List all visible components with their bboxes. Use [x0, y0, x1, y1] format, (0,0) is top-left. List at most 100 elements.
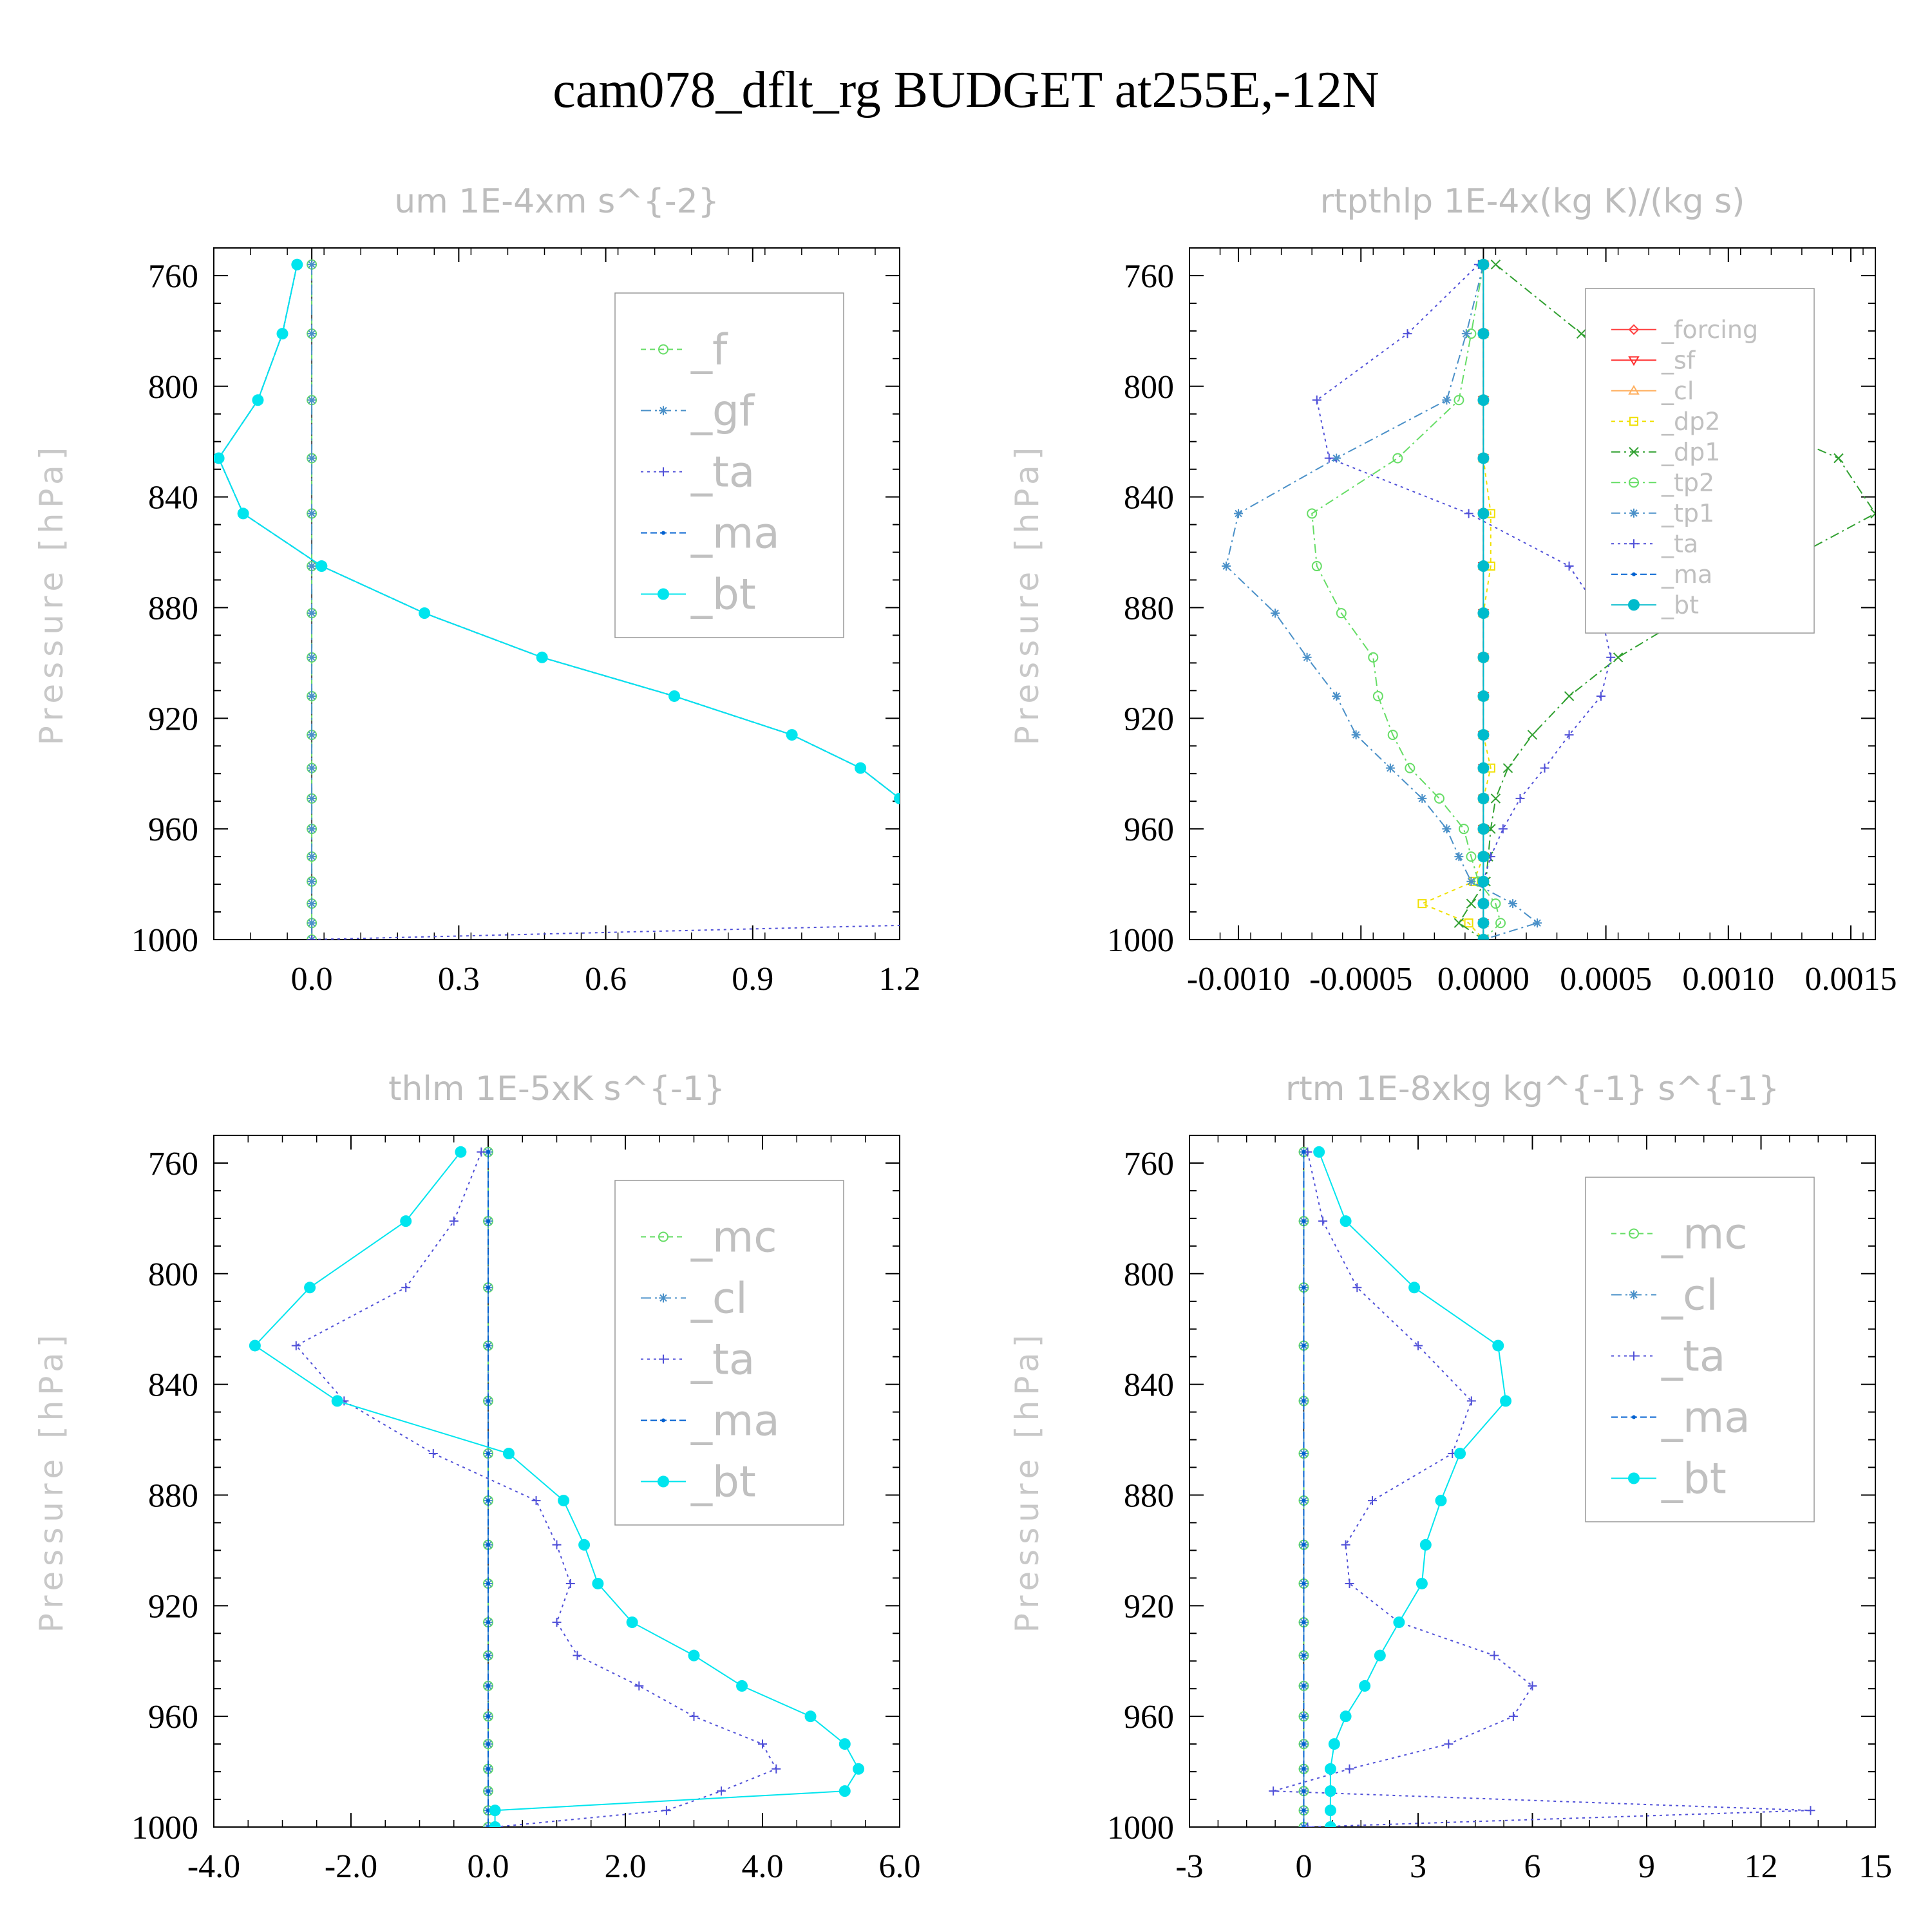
legend-marker: [1629, 1228, 1639, 1239]
data-point: [1502, 762, 1513, 773]
y-tick-label: 800: [148, 369, 198, 406]
x-tick-label: 6: [1524, 1848, 1541, 1885]
data-point: [1234, 509, 1244, 518]
data-point: [307, 329, 317, 339]
data-point: [1533, 918, 1542, 928]
data-point: [626, 1616, 638, 1629]
legend-box: [1585, 1177, 1815, 1522]
series-group: [249, 1146, 865, 1827]
data-point: [477, 1147, 486, 1157]
series-line-tp2: [1311, 264, 1502, 940]
data-point: [1435, 1495, 1447, 1507]
x-tick-label: 6.0: [879, 1848, 921, 1885]
data-point: [1302, 1150, 1306, 1154]
data-point: [486, 1808, 490, 1813]
data-point: [634, 1681, 644, 1690]
panel-rtpthlp: 760 800 840 880 920 960 1000 -0.0010 -0.0005 0.00…: [1009, 182, 1897, 998]
data-point: [1477, 607, 1490, 620]
y-tick-label: 1000: [1107, 922, 1174, 959]
data-point: [1324, 1821, 1336, 1827]
data-point: [486, 1285, 490, 1290]
series-line-ta: [1316, 264, 1612, 940]
y-tick-label: 760: [148, 1146, 198, 1182]
x-tick-label: 0.0005: [1560, 961, 1652, 998]
data-point: [1466, 898, 1477, 909]
data-point: [252, 394, 264, 406]
data-point: [486, 1542, 490, 1547]
data-point: [1477, 898, 1490, 910]
data-point: [1387, 730, 1398, 741]
data-point: [307, 509, 317, 518]
data-point: [307, 899, 317, 909]
legend-marker: [661, 531, 665, 535]
legend-marker: [1629, 1351, 1638, 1361]
data-point: [307, 824, 317, 834]
data-point: [307, 609, 317, 618]
y-tick-label: 960: [148, 1699, 198, 1736]
data-point: [971, 880, 975, 884]
data-point: [1302, 1452, 1306, 1456]
data-point: [1302, 1499, 1306, 1503]
data-point: [249, 1340, 261, 1352]
data-point: [772, 1764, 781, 1774]
data-point: [1302, 1542, 1306, 1547]
data-point: [1302, 1219, 1306, 1224]
data-point: [1405, 762, 1416, 773]
y-tick-label: 1000: [1107, 1810, 1174, 1846]
data-point: [804, 1710, 817, 1723]
data-point: [552, 1618, 562, 1627]
legend-marker: [661, 1418, 665, 1423]
data-point: [996, 938, 999, 942]
y-tick-label: 1000: [131, 1810, 198, 1846]
legend-marker: [659, 1354, 668, 1364]
data-point: [1416, 1577, 1428, 1589]
data-point: [967, 876, 979, 887]
data-point: [1466, 1396, 1476, 1406]
legend-label: _cl: [1661, 1271, 1718, 1320]
data-point: [486, 1683, 490, 1688]
data-point: [1434, 793, 1444, 804]
data-point: [918, 823, 930, 835]
data-point: [992, 934, 1003, 945]
panel-thlm: 760 800 840 880 920 960 1000-4.0 -2.0 0.0 2.0 4.0 6…: [33, 1070, 921, 1885]
series-line-bt: [1318, 1151, 1507, 1827]
data-point: [214, 452, 225, 464]
data-point: [688, 1649, 700, 1662]
data-point: [668, 690, 681, 702]
data-point: [1341, 1540, 1350, 1549]
data-point: [1374, 1649, 1386, 1662]
legend-marker: [1629, 508, 1638, 518]
y-tick-label: 800: [148, 1256, 198, 1293]
legend-marker: [659, 1293, 668, 1303]
data-point: [1328, 1738, 1340, 1750]
data-point: [1833, 453, 1844, 464]
data-point: [1302, 1653, 1306, 1658]
data-point: [1312, 395, 1321, 405]
data-point: [558, 1495, 570, 1507]
legend-label: _ta: [690, 1335, 755, 1385]
legend-label: _bt: [1661, 591, 1699, 620]
data-point: [486, 1499, 490, 1503]
series-group: [1269, 1146, 1815, 1827]
series-group: [214, 258, 1003, 945]
legend-label: _mc: [1661, 1209, 1748, 1259]
data-point: [717, 1786, 726, 1796]
plot-frame: [213, 247, 900, 940]
legend-label: _ta: [1661, 1332, 1725, 1381]
series-line-ta: [1273, 1151, 1811, 1827]
data-point: [400, 1215, 412, 1227]
y-tick-label: 1000: [131, 922, 198, 959]
data-point: [1477, 792, 1490, 804]
data-point: [1490, 1651, 1499, 1660]
data-point: [565, 1578, 575, 1588]
data-point: [552, 1540, 562, 1549]
legend-label: _bt: [1661, 1454, 1727, 1504]
data-point: [982, 898, 994, 909]
data-point: [1477, 851, 1490, 863]
data-point: [855, 762, 867, 774]
legend-marker: [658, 588, 669, 600]
legend-marker: [658, 344, 668, 355]
data-point: [1564, 562, 1574, 571]
legend-label: _ma: [690, 1396, 780, 1446]
data-point: [1498, 824, 1508, 834]
